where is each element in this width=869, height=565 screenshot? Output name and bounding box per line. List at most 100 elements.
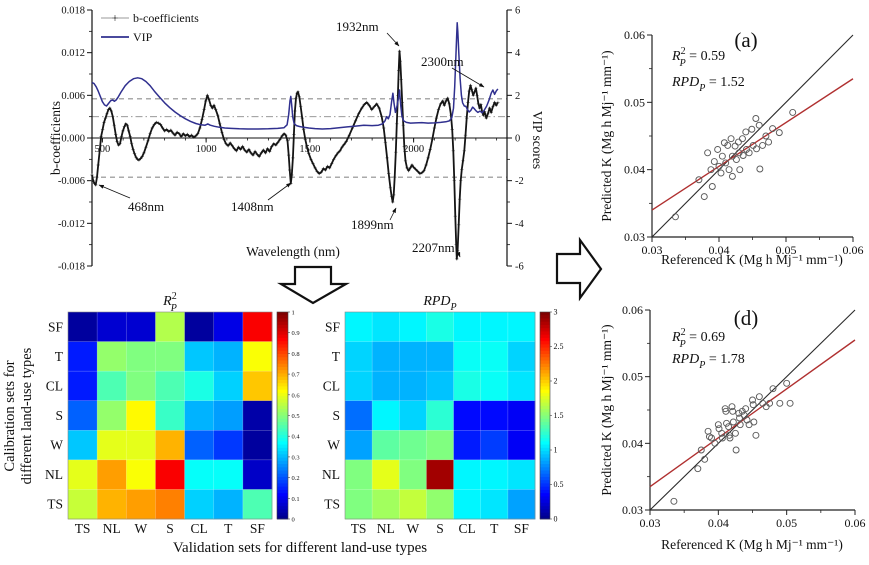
heatmap-cell (97, 400, 127, 431)
colorbar-tick-label: 0.1 (292, 496, 300, 503)
heatmap-cell (507, 430, 536, 461)
svg-text:0.018: 0.018 (61, 6, 85, 17)
colorbar-tick-label: 0.3 (292, 454, 300, 461)
heatmap-cell (480, 312, 509, 342)
svg-text:0.06: 0.06 (843, 243, 864, 257)
heatmap-cell (242, 371, 273, 402)
calibration-axis-label-line2: different land-use types (19, 347, 35, 484)
spectral-xlabel: Wavelength (nm) (246, 244, 340, 259)
scatter-point (727, 135, 735, 143)
scatter-point (753, 145, 760, 153)
heatmap-cell (507, 371, 536, 402)
svg-text:R2P = 0.59: R2 P = 0.59 (671, 46, 725, 69)
heatmap-cell (453, 430, 482, 461)
scatter-point (783, 379, 791, 387)
heatmap-cell (372, 400, 400, 431)
scatter-point (705, 433, 713, 441)
svg-text:0.05: 0.05 (622, 370, 643, 384)
svg-text:0.03: 0.03 (624, 230, 645, 244)
scatter-point (725, 166, 733, 174)
scatter-point (749, 396, 756, 404)
wavelength-annotation: 468nm (128, 199, 164, 214)
heatmap-cell (184, 489, 215, 520)
scatter-point (715, 162, 723, 170)
heatmap-cell (426, 489, 454, 520)
svg-text:0.012: 0.012 (61, 48, 85, 59)
heatmap-row-label: CL (323, 378, 340, 393)
heatmap-cell (213, 400, 244, 431)
svg-text:R2P: R2 P (162, 291, 177, 314)
scatter-point (728, 172, 736, 180)
heatmap-cell (480, 371, 509, 402)
heatmap-cell (426, 371, 454, 402)
down-arrow-icon (276, 265, 351, 305)
heatmap-col-label: TS (351, 521, 367, 536)
heatmap-cell (507, 312, 536, 342)
svg-text:-0.006: -0.006 (58, 176, 85, 187)
heatmap-cell (372, 489, 400, 520)
heatmap-cell (399, 430, 427, 461)
heatmap-col-label: CL (191, 521, 208, 536)
heatmap-cell (68, 459, 98, 490)
heatmap-cell (155, 341, 185, 372)
heatmap-cell (345, 341, 373, 372)
heatmap-row-label: CL (46, 378, 63, 393)
heatmap-cell (453, 341, 482, 372)
svg-text:0.05: 0.05 (624, 95, 645, 109)
heatmap-cell (184, 459, 215, 490)
heatmap-cell (480, 459, 509, 490)
legend-vip-label: VIP (133, 30, 153, 44)
heatmap-cell (126, 459, 156, 490)
identity-line (649, 309, 856, 511)
scatter-point (722, 407, 730, 415)
heatmap-cell (126, 400, 156, 431)
scatter-point (728, 403, 736, 411)
validation-axis-label: Validation sets for different land-use t… (173, 540, 427, 556)
colorbar-tick-label: 1 (292, 310, 295, 317)
heatmap-col-label: W (406, 521, 419, 536)
heatmap-cell (426, 400, 454, 431)
heatmap-cell (480, 400, 509, 431)
wavelength-annotation: 2300nm (421, 54, 464, 69)
scatter-point (739, 152, 747, 160)
heatmap-cell (453, 489, 482, 520)
heatmap-cell (372, 312, 400, 342)
colorbar-tick-label: 0.4 (292, 434, 301, 441)
scatter-point (728, 152, 736, 160)
colorbar-tick-label: 0.7 (292, 372, 301, 379)
svg-text:-0.012: -0.012 (58, 219, 85, 230)
scatter-point (726, 434, 734, 442)
heatmap-cell (184, 312, 215, 342)
b-coefficients-curve (91, 50, 499, 260)
colorbar-tick-label: 0.5 (292, 413, 300, 420)
svg-text:-4: -4 (515, 219, 524, 230)
heatmap-col-label: T (490, 521, 499, 536)
heatmap-cell (480, 489, 509, 520)
heatmap-cell (68, 400, 98, 431)
scatter-point (670, 497, 678, 505)
scatter-point (762, 132, 770, 140)
scatter-point (755, 121, 763, 129)
svg-text:0.03: 0.03 (622, 503, 643, 517)
heatmap-cell (242, 459, 273, 490)
heatmap-cell (242, 489, 273, 520)
scatter-point (765, 138, 773, 146)
heatmap-cell (213, 489, 244, 520)
heatmap-col-label: TS (75, 521, 91, 536)
heatmap-cell (453, 459, 482, 490)
heatmap-row-label: S (332, 408, 340, 423)
scatter-point (786, 399, 794, 407)
heatmap-cell (213, 430, 244, 461)
wavelength-annotation: 2207nm (412, 240, 455, 255)
colorbar-tick-label: 0.6 (292, 392, 301, 399)
heatmap-cell (480, 430, 509, 461)
scatter-a-xlabel: Referenced K (Mg h Mj⁻¹ mm⁻¹) (661, 252, 843, 267)
heatmap-row-label: S (55, 408, 63, 423)
svg-text:1500: 1500 (299, 144, 320, 155)
scatter-point (769, 125, 777, 133)
scatter-point (704, 149, 712, 157)
heatmap-cell (213, 341, 244, 372)
scatter-point (734, 138, 742, 146)
